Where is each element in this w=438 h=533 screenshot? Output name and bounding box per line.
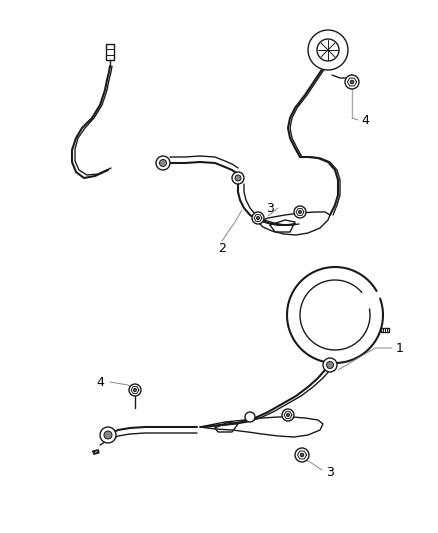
- Text: 3: 3: [266, 201, 274, 214]
- Circle shape: [232, 172, 244, 184]
- Circle shape: [317, 39, 339, 61]
- Circle shape: [282, 409, 294, 421]
- Circle shape: [100, 427, 116, 443]
- Circle shape: [308, 30, 348, 70]
- Circle shape: [286, 414, 290, 416]
- Text: 4: 4: [361, 114, 369, 126]
- Circle shape: [294, 206, 306, 218]
- Circle shape: [257, 216, 259, 220]
- Circle shape: [295, 448, 309, 462]
- Circle shape: [245, 412, 255, 422]
- Circle shape: [156, 156, 170, 170]
- Circle shape: [326, 361, 333, 368]
- Circle shape: [159, 159, 166, 166]
- Circle shape: [350, 80, 354, 84]
- Circle shape: [300, 453, 304, 457]
- Text: 1: 1: [396, 342, 404, 354]
- Text: 2: 2: [218, 241, 226, 254]
- Circle shape: [104, 431, 112, 439]
- Text: 4: 4: [96, 376, 104, 389]
- Circle shape: [252, 212, 264, 224]
- Circle shape: [299, 211, 301, 214]
- Circle shape: [129, 384, 141, 396]
- Circle shape: [134, 389, 137, 392]
- Text: 3: 3: [326, 466, 334, 480]
- Circle shape: [235, 175, 241, 181]
- Circle shape: [345, 75, 359, 89]
- Circle shape: [323, 358, 337, 372]
